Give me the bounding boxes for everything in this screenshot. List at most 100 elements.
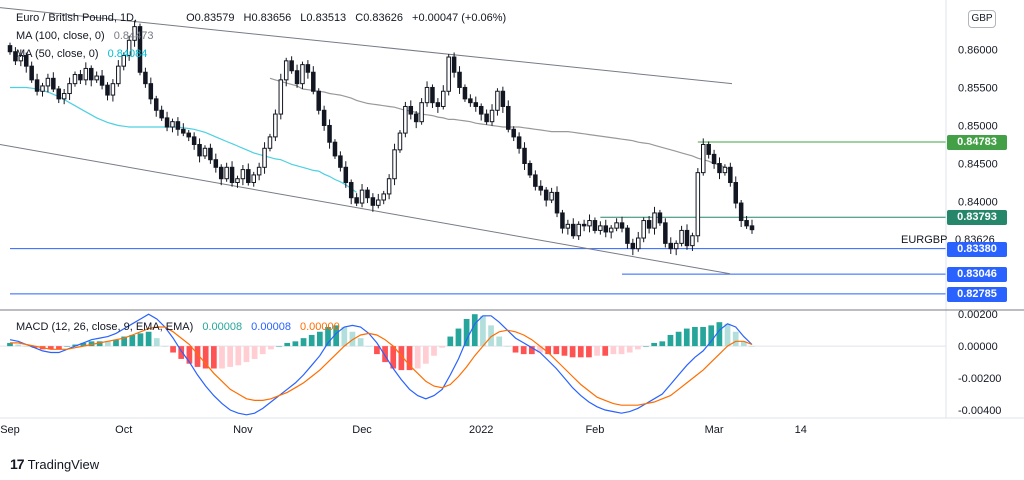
candle-body — [121, 55, 126, 67]
macd-histogram-bar — [667, 334, 674, 347]
macd-histogram-bar — [520, 346, 527, 355]
macd-histogram-bar — [333, 325, 340, 347]
price-level-tag[interactable]: 0.84783 — [947, 134, 1007, 150]
candle-body — [175, 121, 181, 130]
candle-body — [354, 197, 359, 204]
low-value: L0.83513 — [300, 12, 347, 24]
macd-line — [9, 313, 753, 416]
candle-body — [256, 166, 262, 176]
macd-legend[interactable]: MACD (12, 26, close, 9, EMA, EMA) 0.0000… — [16, 320, 346, 334]
macd-signal-value: 0.00000 — [300, 321, 340, 333]
macd-histogram-bar — [634, 346, 641, 350]
price-axis-tick: 0.84500 — [958, 159, 998, 171]
candle-body — [500, 90, 506, 107]
candle-body — [262, 147, 267, 168]
price-level-tag[interactable]: 0.82785 — [947, 286, 1007, 302]
candle-body — [186, 132, 191, 138]
macd-histogram-bar — [463, 318, 470, 347]
price-level-tag[interactable]: 0.83793 — [947, 210, 1007, 226]
macd-histogram-bar — [398, 346, 405, 371]
candle-body — [348, 182, 354, 199]
candle-body — [23, 55, 29, 67]
candle-body — [283, 60, 289, 81]
price-level-tag[interactable]: 0.83046 — [947, 267, 1007, 283]
ma50-legend[interactable]: MA (50, close, 0) 0.84084 — [16, 47, 153, 61]
macd-axis-tick: -0.00400 — [958, 405, 1001, 417]
candle-body — [197, 143, 202, 157]
macd-histogram-bar — [528, 346, 535, 355]
macd-histogram-bar — [431, 346, 437, 356]
symbol-title[interactable]: Euro / British Pound, 1D, — [16, 12, 138, 24]
candle-body — [137, 26, 143, 73]
candle-body — [51, 77, 56, 90]
macd-histogram-bar — [153, 338, 160, 347]
candle-body — [316, 90, 321, 111]
candle-body — [213, 159, 219, 168]
time-axis-tick: Oct — [115, 424, 132, 436]
macd-signal-line — [10, 326, 753, 406]
candle-body — [641, 220, 646, 239]
macd-histogram-bar — [96, 341, 103, 347]
candle-body — [728, 166, 733, 184]
macd-histogram-bar — [577, 346, 584, 358]
candle-body — [636, 237, 641, 250]
candle-body — [695, 172, 701, 237]
macd-histogram-bar — [749, 346, 755, 347]
macd-histogram-bar — [7, 342, 13, 347]
tradingview-logo[interactable]: 17 TradingView — [10, 456, 99, 472]
macd-histogram-bar — [365, 346, 372, 347]
macd-histogram-bar — [586, 346, 592, 358]
macd-histogram-bar — [447, 336, 454, 347]
macd-histogram-bar — [732, 331, 739, 347]
price-axis-tick: 0.85500 — [958, 82, 998, 94]
open-value: O0.83579 — [186, 12, 235, 24]
candle-body — [619, 222, 625, 229]
macd-histogram-bar — [186, 346, 193, 364]
candle-body — [56, 88, 62, 100]
candle-body — [251, 174, 256, 184]
candle-body — [181, 128, 186, 134]
candle-body — [435, 102, 441, 107]
candle-body — [386, 178, 392, 195]
candle-body — [229, 166, 235, 184]
candle-body — [549, 191, 554, 201]
candle-body — [338, 155, 343, 168]
candle-body — [603, 225, 609, 233]
candle-body — [78, 74, 83, 81]
macd-histogram-bar — [227, 346, 234, 367]
price-level-tag[interactable]: 0.83380 — [947, 241, 1007, 257]
macd-histogram-bar — [675, 331, 682, 347]
candle-body — [273, 113, 278, 138]
macd-histogram-bar — [724, 323, 731, 347]
candle-body — [679, 229, 684, 244]
macd-histogram-bar — [129, 334, 136, 347]
time-axis-tick: Nov — [233, 424, 253, 436]
candle-body — [543, 189, 549, 201]
candle-body — [240, 169, 246, 180]
candle-body — [143, 71, 148, 85]
candle-body — [527, 163, 533, 176]
macd-histogram-bar — [31, 346, 38, 348]
time-axis-tick: Dec — [352, 424, 372, 436]
candle-body — [61, 93, 67, 100]
macd-histogram-bar — [659, 341, 666, 347]
macd-histogram-bar — [455, 328, 462, 347]
time-axis-tick: Sep — [0, 424, 20, 436]
ohlc-legend: Euro / British Pound, 1D, O0.83579 H0.83… — [16, 11, 512, 25]
candle-body — [419, 102, 424, 123]
macd-histogram-bar — [683, 328, 690, 347]
macd-histogram-bar — [47, 346, 54, 350]
ma100-legend[interactable]: MA (100, close, 0) 0.84473 — [16, 29, 159, 43]
candle-body — [744, 220, 749, 227]
candle-body — [45, 77, 51, 87]
candle-body — [294, 70, 300, 85]
macd-histogram-bar — [316, 331, 323, 347]
candle-body — [88, 67, 94, 81]
price-axis-tick: 0.85000 — [958, 120, 998, 132]
candle-body — [164, 117, 170, 128]
candle-body — [381, 193, 386, 201]
candle-body — [126, 39, 132, 57]
candle-body — [462, 86, 468, 100]
currency-button[interactable]: GBP — [968, 10, 996, 28]
